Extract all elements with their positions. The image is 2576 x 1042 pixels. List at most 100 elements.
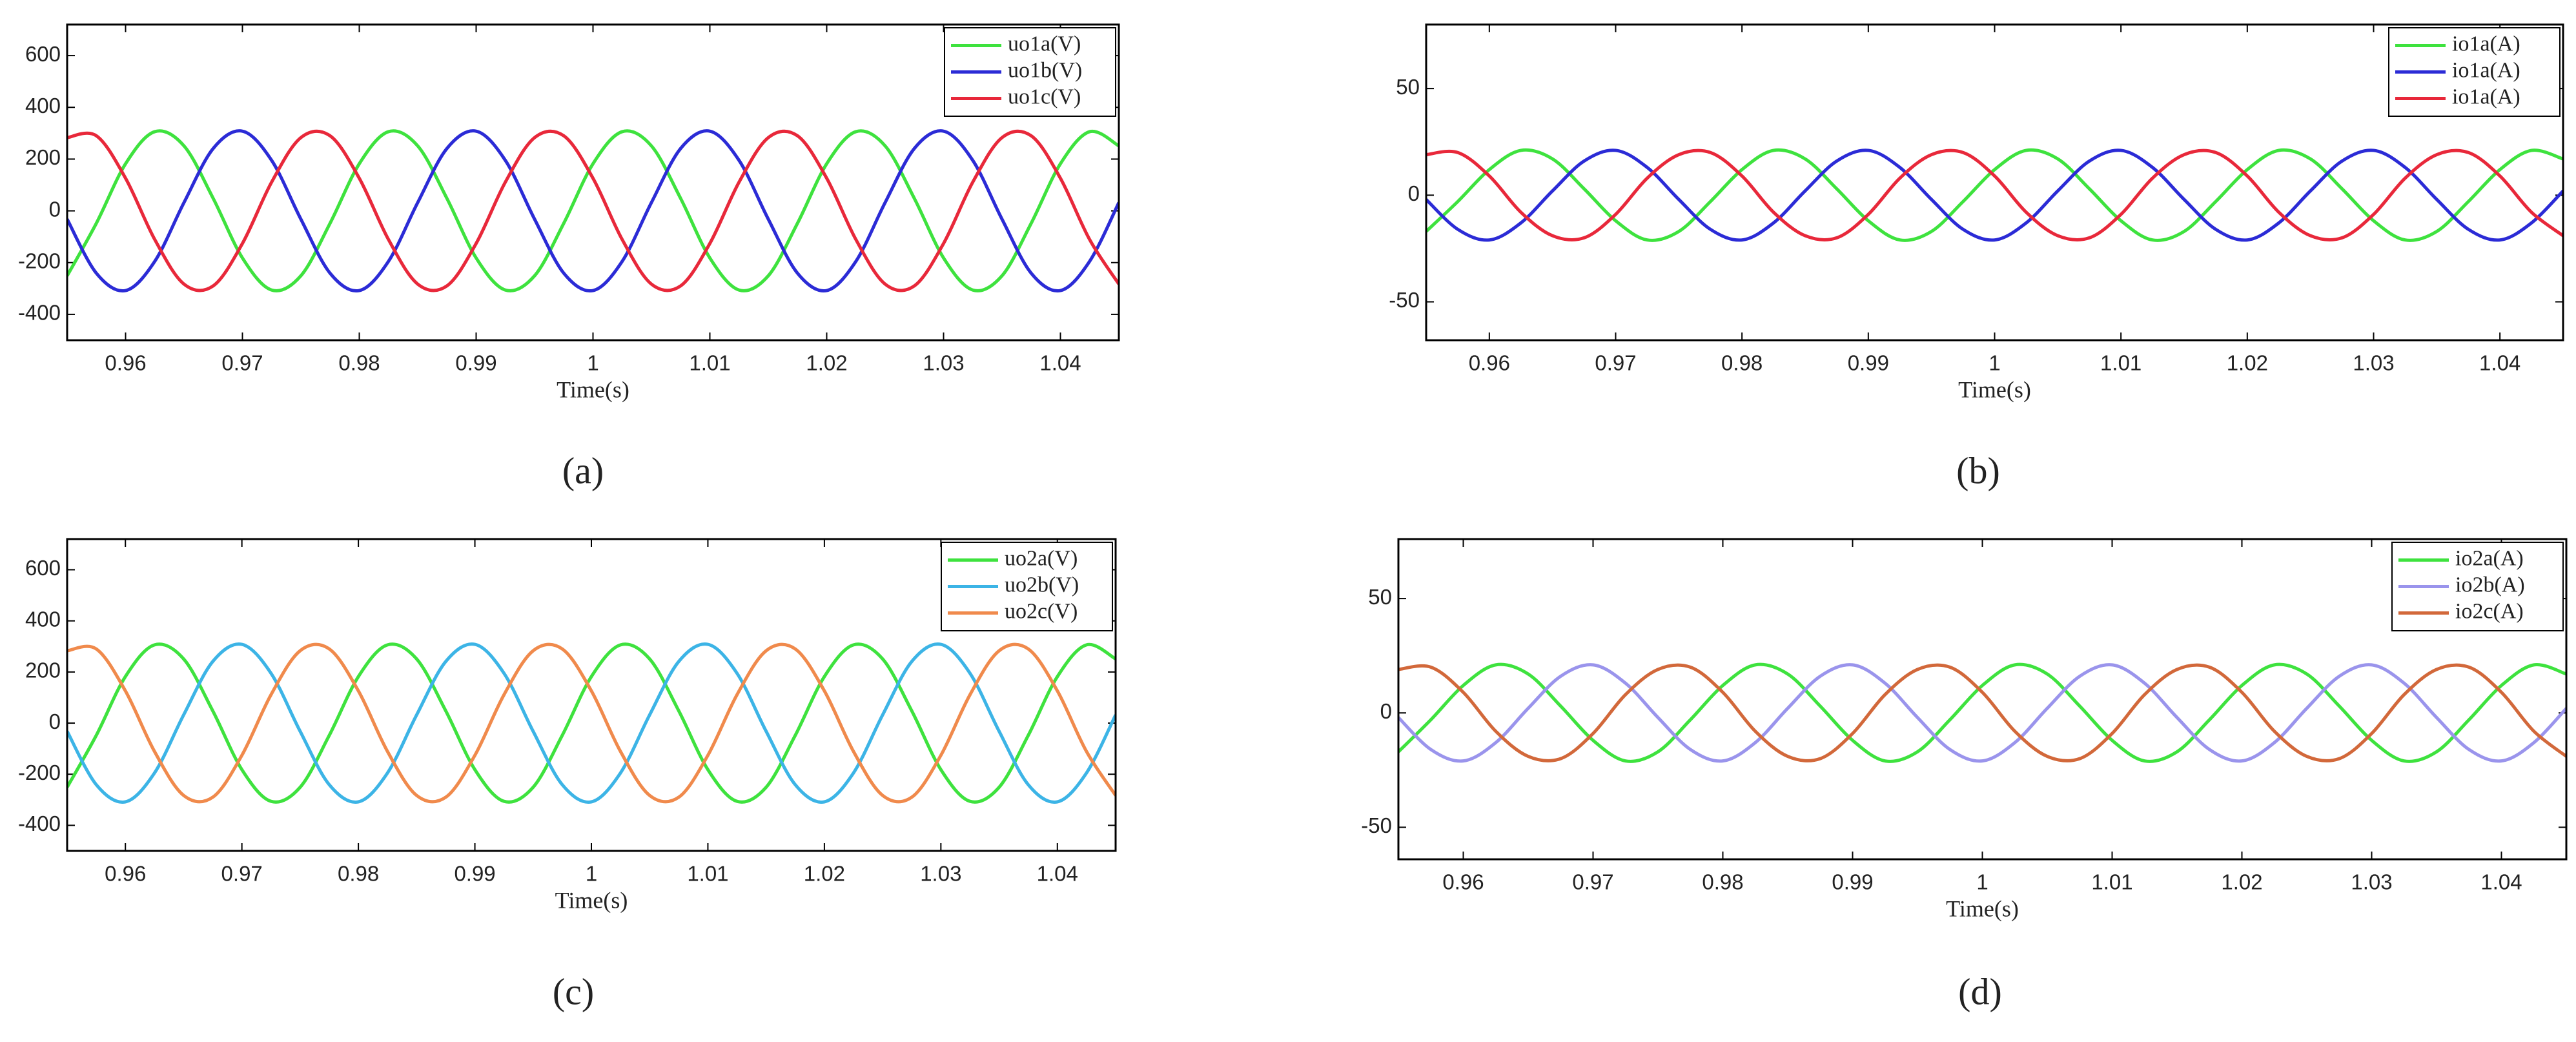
y-tick-label: 0 — [49, 710, 61, 733]
legend-label: uo2a(V) — [1005, 546, 1078, 570]
plot-frame — [66, 23, 1120, 342]
x-tick-label: 0.98 — [338, 351, 380, 375]
series-line — [67, 129, 1119, 293]
x-tick-label: 1.03 — [923, 351, 964, 375]
y-tick-label: -400 — [18, 301, 61, 325]
y-tick-label: -200 — [18, 249, 61, 272]
subplot: 0.96 0.97 0.98 0.99 1 1.01 1.02 1.03 1.04 -400 -20… — [18, 538, 1117, 1012]
y-tick-label: 200 — [25, 659, 61, 682]
x-tick-label: 0.96 — [105, 862, 146, 886]
x-axis-label: Time(s) — [555, 887, 628, 913]
y-tick-label: 600 — [25, 42, 61, 66]
x-axis-label: Time(s) — [1958, 376, 2031, 402]
legend-label: uo1b(V) — [1008, 58, 1082, 82]
y-tick-label: -50 — [1389, 288, 1420, 312]
x-tick-label: 0.99 — [1848, 351, 1889, 375]
y-tick-label: 400 — [25, 607, 61, 631]
series-line — [1426, 148, 2563, 242]
x-tick-label: 1 — [587, 351, 598, 375]
series-line — [67, 642, 1116, 804]
x-tick-label: 1.03 — [2351, 870, 2392, 894]
series-line — [1398, 662, 2566, 763]
caption: (a) — [562, 449, 604, 491]
x-tick-label: 1.01 — [689, 351, 730, 375]
x-tick-label: 0.96 — [105, 351, 146, 375]
x-tick-label: 1 — [586, 862, 597, 886]
plot-frame — [66, 538, 1117, 852]
subplot: 0.96 0.97 0.98 0.99 1 1.01 1.02 1.03 1.04 -50 0 50 T… — [1389, 23, 2564, 491]
x-tick-label: 1.04 — [2480, 870, 2522, 894]
x-tick-label: 0.99 — [455, 351, 496, 375]
x-axis-label: Time(s) — [1946, 895, 2019, 921]
series-line — [67, 642, 1116, 804]
x-tick-label: 1.04 — [2479, 351, 2520, 375]
series-line — [1426, 148, 2563, 242]
plot-frame — [1397, 538, 2568, 861]
x-tick-label: 1.03 — [2353, 351, 2394, 375]
x-tick-label: 1.04 — [1039, 351, 1081, 375]
x-tick-label: 1 — [1988, 351, 2000, 375]
x-tick-label: 1.01 — [2091, 870, 2132, 894]
series-line — [67, 642, 1116, 804]
series-line — [67, 129, 1119, 292]
y-tick-label: 200 — [25, 145, 61, 169]
legend-label: uo2c(V) — [1005, 599, 1078, 623]
series-line — [1426, 148, 2563, 242]
y-tick-label: -50 — [1361, 813, 1392, 837]
legend-label: io2b(A) — [2455, 573, 2525, 597]
caption: (c) — [553, 970, 594, 1012]
x-tick-label: 1.02 — [2221, 870, 2262, 894]
y-tick-label: 0 — [49, 197, 61, 221]
x-tick-label: 0.97 — [1595, 351, 1636, 375]
x-tick-label: 0.96 — [1469, 351, 1510, 375]
series-line — [1398, 663, 2566, 763]
x-tick-label: 0.96 — [1442, 870, 1484, 894]
x-tick-label: 1.01 — [2100, 351, 2142, 375]
legend-label: io2a(A) — [2455, 546, 2524, 570]
legend: uo1a(V)uo1b(V) uo1c(V) — [944, 27, 1116, 117]
x-tick-label: 0.98 — [338, 862, 379, 886]
x-tick-label: 1.02 — [806, 351, 847, 375]
caption: (d) — [1958, 970, 2002, 1012]
legend-label: io1a(A) — [2452, 85, 2520, 108]
caption: (b) — [1956, 449, 2000, 491]
series-line — [1398, 663, 2566, 762]
legend-label: io1a(A) — [2452, 58, 2520, 82]
y-tick-label: 0 — [1380, 699, 1392, 723]
legend-label: uo2b(V) — [1005, 573, 1079, 597]
y-tick-label: 600 — [25, 556, 61, 580]
x-tick-label: 1 — [1976, 870, 1988, 894]
y-tick-label: 50 — [1396, 75, 1420, 99]
x-tick-label: 0.97 — [1572, 870, 1613, 894]
legend-label: io2c(A) — [2455, 599, 2524, 623]
x-tick-label: 1.02 — [804, 862, 845, 886]
subplot: 0.96 0.97 0.98 0.99 1 1.01 1.02 1.03 1.04 -400 -20… — [18, 23, 1120, 491]
plot-frame — [1425, 23, 2564, 342]
x-tick-label: 0.99 — [454, 862, 495, 886]
series-line — [67, 129, 1119, 292]
x-tick-label: 1.01 — [687, 862, 728, 886]
x-tick-label: 1.03 — [920, 862, 961, 886]
y-tick-label: 0 — [1408, 181, 1420, 205]
legend-label: uo1c(V) — [1008, 85, 1081, 108]
y-tick-label: -400 — [18, 812, 61, 835]
x-tick-label: 0.98 — [1702, 870, 1743, 894]
x-axis-label: Time(s) — [557, 376, 629, 402]
legend-label: io1a(A) — [2452, 32, 2520, 56]
legend: io1a(A)io1a(A)io1a(A) — [2388, 27, 2561, 117]
y-tick-label: 400 — [25, 94, 61, 117]
legend: uo2a(V) uo2b(V)uo2c(V) — [941, 542, 1113, 631]
subplot: 0.96 0.97 0.98 0.99 1 1.01 1.02 1.03 1.04 -50 0 50 T… — [1361, 538, 2568, 1012]
legend: io2a(A) io2b(A)io2c(A) — [2391, 542, 2564, 631]
x-tick-label: 0.97 — [221, 862, 263, 886]
x-tick-label: 0.99 — [1832, 870, 1873, 894]
legend-label: uo1a(V) — [1008, 32, 1081, 56]
x-tick-label: 1.02 — [2227, 351, 2268, 375]
x-tick-label: 0.98 — [1721, 351, 1763, 375]
y-tick-label: -200 — [18, 761, 61, 784]
x-tick-label: 0.97 — [221, 351, 263, 375]
x-tick-label: 1.04 — [1037, 862, 1078, 886]
y-tick-label: 50 — [1368, 585, 1392, 609]
